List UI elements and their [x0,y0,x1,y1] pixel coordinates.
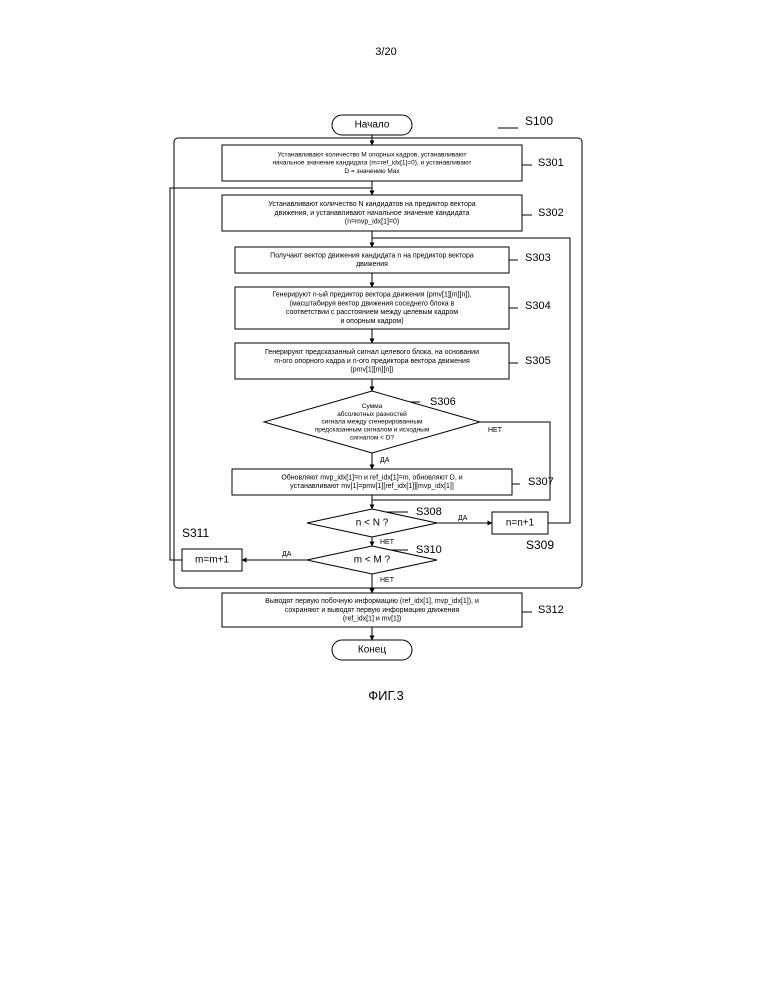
svg-text:(n=mvp_idx[1]=0): (n=mvp_idx[1]=0) [345,219,399,226]
label-s311: S311 [182,526,209,540]
label-s303: S303 [525,252,551,264]
node-s311: m=m+1 [182,549,242,571]
svg-text:Выводят первую побочную информ: Выводят первую побочную информацию (ref_… [265,597,479,605]
svg-text:Устанавливают количество N кан: Устанавливают количество N кандидатов на… [268,201,475,208]
svg-text:(масштабируя вектор движения с: (масштабируя вектор движения соседнего б… [290,299,455,307]
svg-text:и опорным кадром): и опорным кадром) [340,318,403,325]
svg-text:Конец: Конец [358,645,386,656]
node-start: Начало [332,115,412,135]
edge-label-yes308: ДА [458,515,468,522]
node-s307: Обновляют mvp_idx[1]=n и ref_idx[1]=m, о… [232,469,512,495]
node-end: Конец [332,640,412,660]
edge-label-yes310: ДА [282,551,292,558]
edge-label-yes306: ДА [380,457,390,464]
svg-text:Генерируют предсказанный сигна: Генерируют предсказанный сигнал целевого… [265,348,479,356]
svg-text:сохраняют и выводят первую инф: сохраняют и выводят первую информацию дв… [285,607,460,614]
svg-text:n < N ?: n < N ? [356,518,389,529]
svg-text:Устанавливают количество M опо: Устанавливают количество M опорных кадро… [278,152,467,159]
edge-label-no306: НЕТ [488,427,503,434]
label-s306: S306 [430,396,456,408]
svg-text:предсказанным сигналом и исход: предсказанным сигналом и исходным [315,427,430,434]
svg-text:(ref_idx[1] и mv[1]): (ref_idx[1] и mv[1]) [343,616,401,623]
label-s307: S307 [528,476,554,488]
page: 3/20 Начало Устанавливают количество M оп… [0,0,772,999]
svg-text:Сумма: Сумма [362,403,383,410]
svg-text:m=m+1: m=m+1 [195,555,229,566]
label-s302: S302 [538,207,564,219]
node-s301: Устанавливают количество M опорных кадро… [222,145,522,181]
label-s312: S312 [538,604,564,616]
svg-text:m-ого опорного кадра и n-ого п: m-ого опорного кадра и n-ого предиктора … [274,358,470,365]
label-s304: S304 [525,300,551,312]
node-s309: n=n+1 [492,512,548,534]
svg-text:Получают вектор движения канди: Получают вектор движения кандидата n на … [270,252,474,259]
figure-caption: ФИГ.3 [368,688,404,703]
svg-text:движения: движения [356,261,388,268]
svg-text:D = значению Max: D = значению Max [344,168,400,175]
svg-text:Генерируют n-ый предиктор вект: Генерируют n-ый предиктор вектора движен… [272,291,471,299]
label-s308: S308 [416,506,442,518]
node-s303: Получают вектор движения кандидата n на … [235,247,509,273]
svg-text:Обновляют mvp_idx[1]=n и ref_i: Обновляют mvp_idx[1]=n и ref_idx[1]=m, о… [281,473,462,481]
label-s100: S100 [525,114,553,128]
label-s301: S301 [538,157,564,169]
svg-text:n=n+1: n=n+1 [506,518,535,529]
page-number: 3/20 [375,46,396,58]
svg-text:абсолютных разностей: абсолютных разностей [337,410,407,418]
edge-label-no308: НЕТ [380,539,395,546]
label-s305: S305 [525,355,551,367]
label-s309: S309 [526,538,554,552]
svg-text:начальное значение кандидата (: начальное значение кандидата (m=ref_idx[… [272,160,471,167]
svg-text:сигнала между сгенерированным: сигнала между сгенерированным [322,419,423,426]
edge-label-no310: НЕТ [380,577,395,584]
node-s302: Устанавливают количество N кандидатов на… [222,195,522,231]
svg-text:сигналом < D?: сигналом < D? [350,434,395,441]
label-s310: S310 [416,544,442,556]
svg-text:устанавливают mv[1]=pmv[1][ref: устанавливают mv[1]=pmv[1][ref_idx[1]][m… [290,483,454,490]
node-s305: Генерируют предсказанный сигнал целевого… [235,343,509,379]
svg-text:m < M ?: m < M ? [354,555,391,566]
node-s304: Генерируют n-ый предиктор вектора движен… [235,287,509,329]
svg-text:Начало: Начало [355,120,390,131]
flowchart: Начало Устанавливают количество M опорных… [120,110,640,690]
svg-text:движения, и устанавливают нача: движения, и устанавливают начальное знач… [275,210,470,217]
svg-text:соответствии с расстоянием меж: соответствии с расстоянием между целевым… [286,309,458,316]
svg-text:(pmv[1][m][n]): (pmv[1][m][n]) [350,367,393,374]
node-s312: Выводят первую побочную информацию (ref_… [222,593,522,627]
